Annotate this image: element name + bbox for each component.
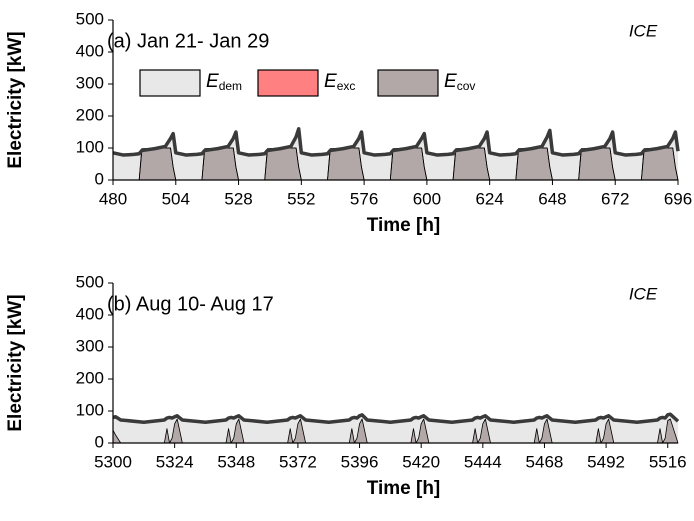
x-tick-label: 5324 <box>156 452 194 471</box>
x-tick-label: 5348 <box>217 452 255 471</box>
x-tick-label: 696 <box>664 189 692 208</box>
x-tick-label: 5444 <box>464 452 502 471</box>
demand-line <box>112 127 680 157</box>
legend-swatch <box>377 69 439 97</box>
x-tick-label: 504 <box>162 189 190 208</box>
x-tick-label: 480 <box>99 189 127 208</box>
y-tick-label: 0 <box>95 169 104 188</box>
legend-name: E <box>444 71 457 92</box>
legend-subscript: cov <box>457 79 476 93</box>
y-tick-label: 500 <box>76 9 104 28</box>
x-tick-label: 5420 <box>402 452 440 471</box>
x-tick-label: 552 <box>287 189 315 208</box>
y-axis-label: Electricity [kW] <box>5 31 26 168</box>
y-tick-label: 0 <box>95 432 104 451</box>
x-tick-label: 5300 <box>94 452 132 471</box>
annotation: ICE <box>629 284 658 303</box>
y-tick-label: 100 <box>76 137 104 156</box>
x-tick-label: 5492 <box>587 452 625 471</box>
panel-title: (b) Aug 10- Aug 17 <box>107 293 274 315</box>
y-tick-label: 400 <box>76 304 104 323</box>
legend-swatch <box>139 69 201 97</box>
y-tick-label: 200 <box>76 105 104 124</box>
legend-subscript: dem <box>219 79 242 93</box>
x-axis-label: Time [h] <box>367 215 441 236</box>
legend-name: E <box>206 71 219 92</box>
x-tick-label: 624 <box>475 189 503 208</box>
legend-label: Edem <box>206 71 242 93</box>
x-tick-label: 5396 <box>341 452 379 471</box>
x-tick-label: 528 <box>224 189 252 208</box>
panel-title: (a) Jan 21- Jan 29 <box>107 30 269 52</box>
x-tick-label: 5468 <box>526 452 564 471</box>
legend-swatch <box>257 69 319 97</box>
y-tick-label: 100 <box>76 400 104 419</box>
legend-label: Ecov <box>444 71 475 93</box>
x-tick-label: 576 <box>350 189 378 208</box>
x-tick-label: 5372 <box>279 452 317 471</box>
x-tick-label: 5516 <box>649 452 687 471</box>
x-tick-label: 672 <box>601 189 629 208</box>
legend-name: E <box>324 71 337 92</box>
panel: 0 100 200 300 400 500 480 504 528 552 576 600 624 648… <box>5 9 692 236</box>
y-tick-label: 200 <box>76 368 104 387</box>
x-tick-label: 648 <box>538 189 566 208</box>
y-tick-label: 500 <box>76 272 104 291</box>
panel: 0 100 200 300 400 500 5300 5324 5348 5372 5396 5420… <box>5 272 687 499</box>
annotation: ICE <box>629 21 658 40</box>
x-tick-label: 600 <box>413 189 441 208</box>
y-tick-label: 300 <box>76 73 104 92</box>
y-tick-label: 300 <box>76 336 104 355</box>
x-axis-label: Time [h] <box>367 478 441 499</box>
y-axis-label: Electricity [kW] <box>5 294 26 431</box>
y-tick-label: 400 <box>76 41 104 60</box>
legend-subscript: exc <box>337 79 356 93</box>
demand-line <box>112 412 680 424</box>
legend-label: Eexc <box>324 71 355 93</box>
